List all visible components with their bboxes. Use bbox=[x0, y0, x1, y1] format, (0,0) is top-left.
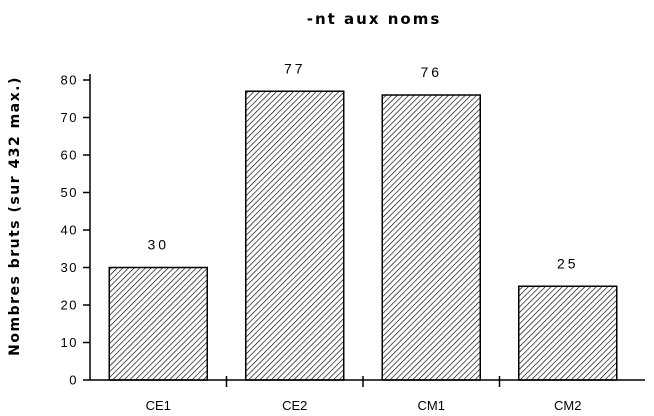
bar-cm1 bbox=[381, 94, 481, 381]
y-tick-label: 50 bbox=[61, 185, 78, 200]
bar-ce2 bbox=[245, 90, 345, 381]
y-axis-label: Nombres bruts (sur 432 max.) bbox=[7, 76, 23, 356]
data-label-cm2: 25 bbox=[557, 255, 579, 271]
data-label-cm1: 76 bbox=[420, 64, 442, 80]
bars bbox=[108, 90, 618, 381]
y-tick-label: 80 bbox=[61, 73, 78, 88]
y-tick-label: 0 bbox=[69, 373, 78, 388]
x-axis-ticks: CE1 CE2 CM1 CM2 bbox=[146, 376, 581, 413]
bar-cm2 bbox=[518, 285, 618, 381]
data-labels: 30 77 76 25 bbox=[147, 60, 579, 271]
bar-ce1 bbox=[108, 266, 208, 381]
x-tick-label-cm2: CM2 bbox=[554, 398, 581, 413]
data-label-ce1: 30 bbox=[147, 237, 169, 253]
y-tick-label: 20 bbox=[61, 298, 78, 313]
chart-title: -nt aux noms bbox=[307, 10, 442, 28]
y-tick-label: 60 bbox=[61, 148, 78, 163]
y-tick-label: 10 bbox=[61, 335, 78, 350]
y-tick-label: 30 bbox=[61, 260, 78, 275]
x-tick-label-cm1: CM1 bbox=[418, 398, 445, 413]
x-tick-label-ce1: CE1 bbox=[146, 398, 171, 413]
data-label-ce2: 77 bbox=[284, 60, 306, 76]
y-tick-label: 40 bbox=[61, 223, 78, 238]
x-tick-label-ce2: CE2 bbox=[282, 398, 307, 413]
y-tick-label: 70 bbox=[61, 110, 78, 125]
y-axis-ticks: 0 10 20 30 40 50 60 70 80 bbox=[61, 73, 90, 388]
